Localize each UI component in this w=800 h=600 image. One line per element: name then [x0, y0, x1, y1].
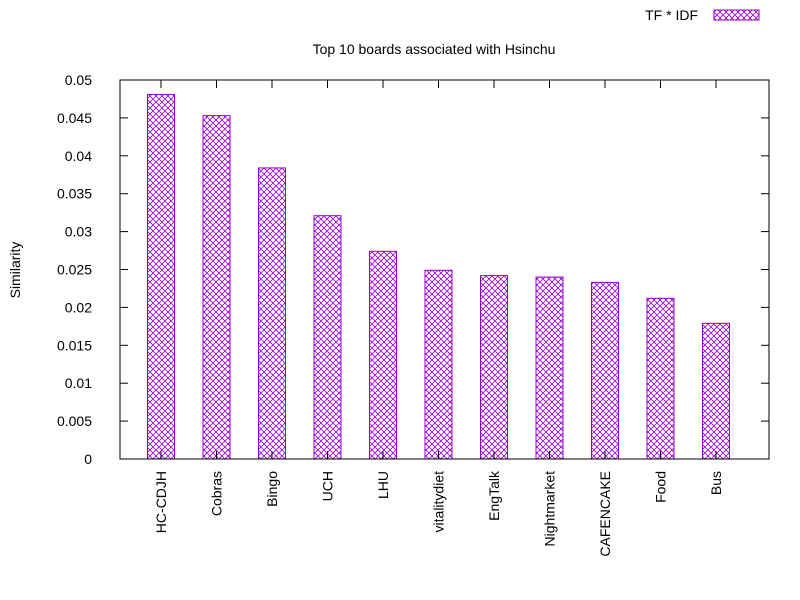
bar [424, 269, 453, 460]
bar [535, 276, 564, 460]
bar [369, 250, 397, 460]
y-tick-label: 0.045 [57, 110, 92, 126]
y-tick-label: 0 [84, 451, 92, 467]
x-tick-label: Nightmarket [542, 471, 558, 547]
bar [313, 215, 342, 460]
plot-frame [119, 79, 770, 460]
bar [646, 297, 675, 460]
y-tick-label: 0.03 [65, 224, 92, 240]
y-tick-label: 0.035 [57, 186, 92, 202]
legend: TF * IDF [645, 7, 760, 23]
y-tick-label: 0.01 [65, 375, 92, 391]
y-tick-label: 0.05 [65, 72, 92, 88]
x-tick-label: Cobras [209, 471, 225, 516]
legend-swatch [713, 9, 760, 21]
bar [202, 115, 231, 460]
x-tick-label: Food [653, 471, 669, 503]
x-tick-label: EngTalk [486, 470, 502, 521]
chart-title: Top 10 boards associated with Hsinchu [313, 41, 556, 57]
bar [480, 275, 508, 460]
y-tick-label: 0.015 [57, 337, 92, 353]
y-tick-label: 0.005 [57, 413, 92, 429]
x-tick-label: vitalitydiet [431, 471, 447, 533]
y-tick-label: 0.02 [65, 299, 92, 315]
y-axis-title: Similarity [7, 242, 23, 299]
bar [591, 281, 619, 460]
x-tick-label: Bus [708, 471, 724, 495]
bars [147, 93, 730, 460]
y-tick-label: 0.04 [65, 148, 92, 164]
bar [258, 167, 286, 460]
x-tick-label: CAFENCAKE [597, 471, 613, 557]
bar [147, 93, 175, 460]
x-tick-label: Bingo [264, 471, 280, 507]
x-tick-label: UCH [320, 471, 336, 501]
bar [702, 322, 730, 460]
x-tick-label: HC-CDJH [153, 471, 169, 533]
y-tick-label: 0.025 [57, 262, 92, 278]
x-tick-label: LHU [375, 471, 391, 499]
y-axis-ticks: 0 0.005 0.01 0.015 0.02 0.025 0.03 0.035 0.04 0.0… [57, 72, 769, 467]
legend-label: TF * IDF [645, 7, 698, 23]
x-axis-category-labels: HC-CDJH Cobras Bingo UCH LHU vitalitydiet EngT… [153, 80, 724, 557]
